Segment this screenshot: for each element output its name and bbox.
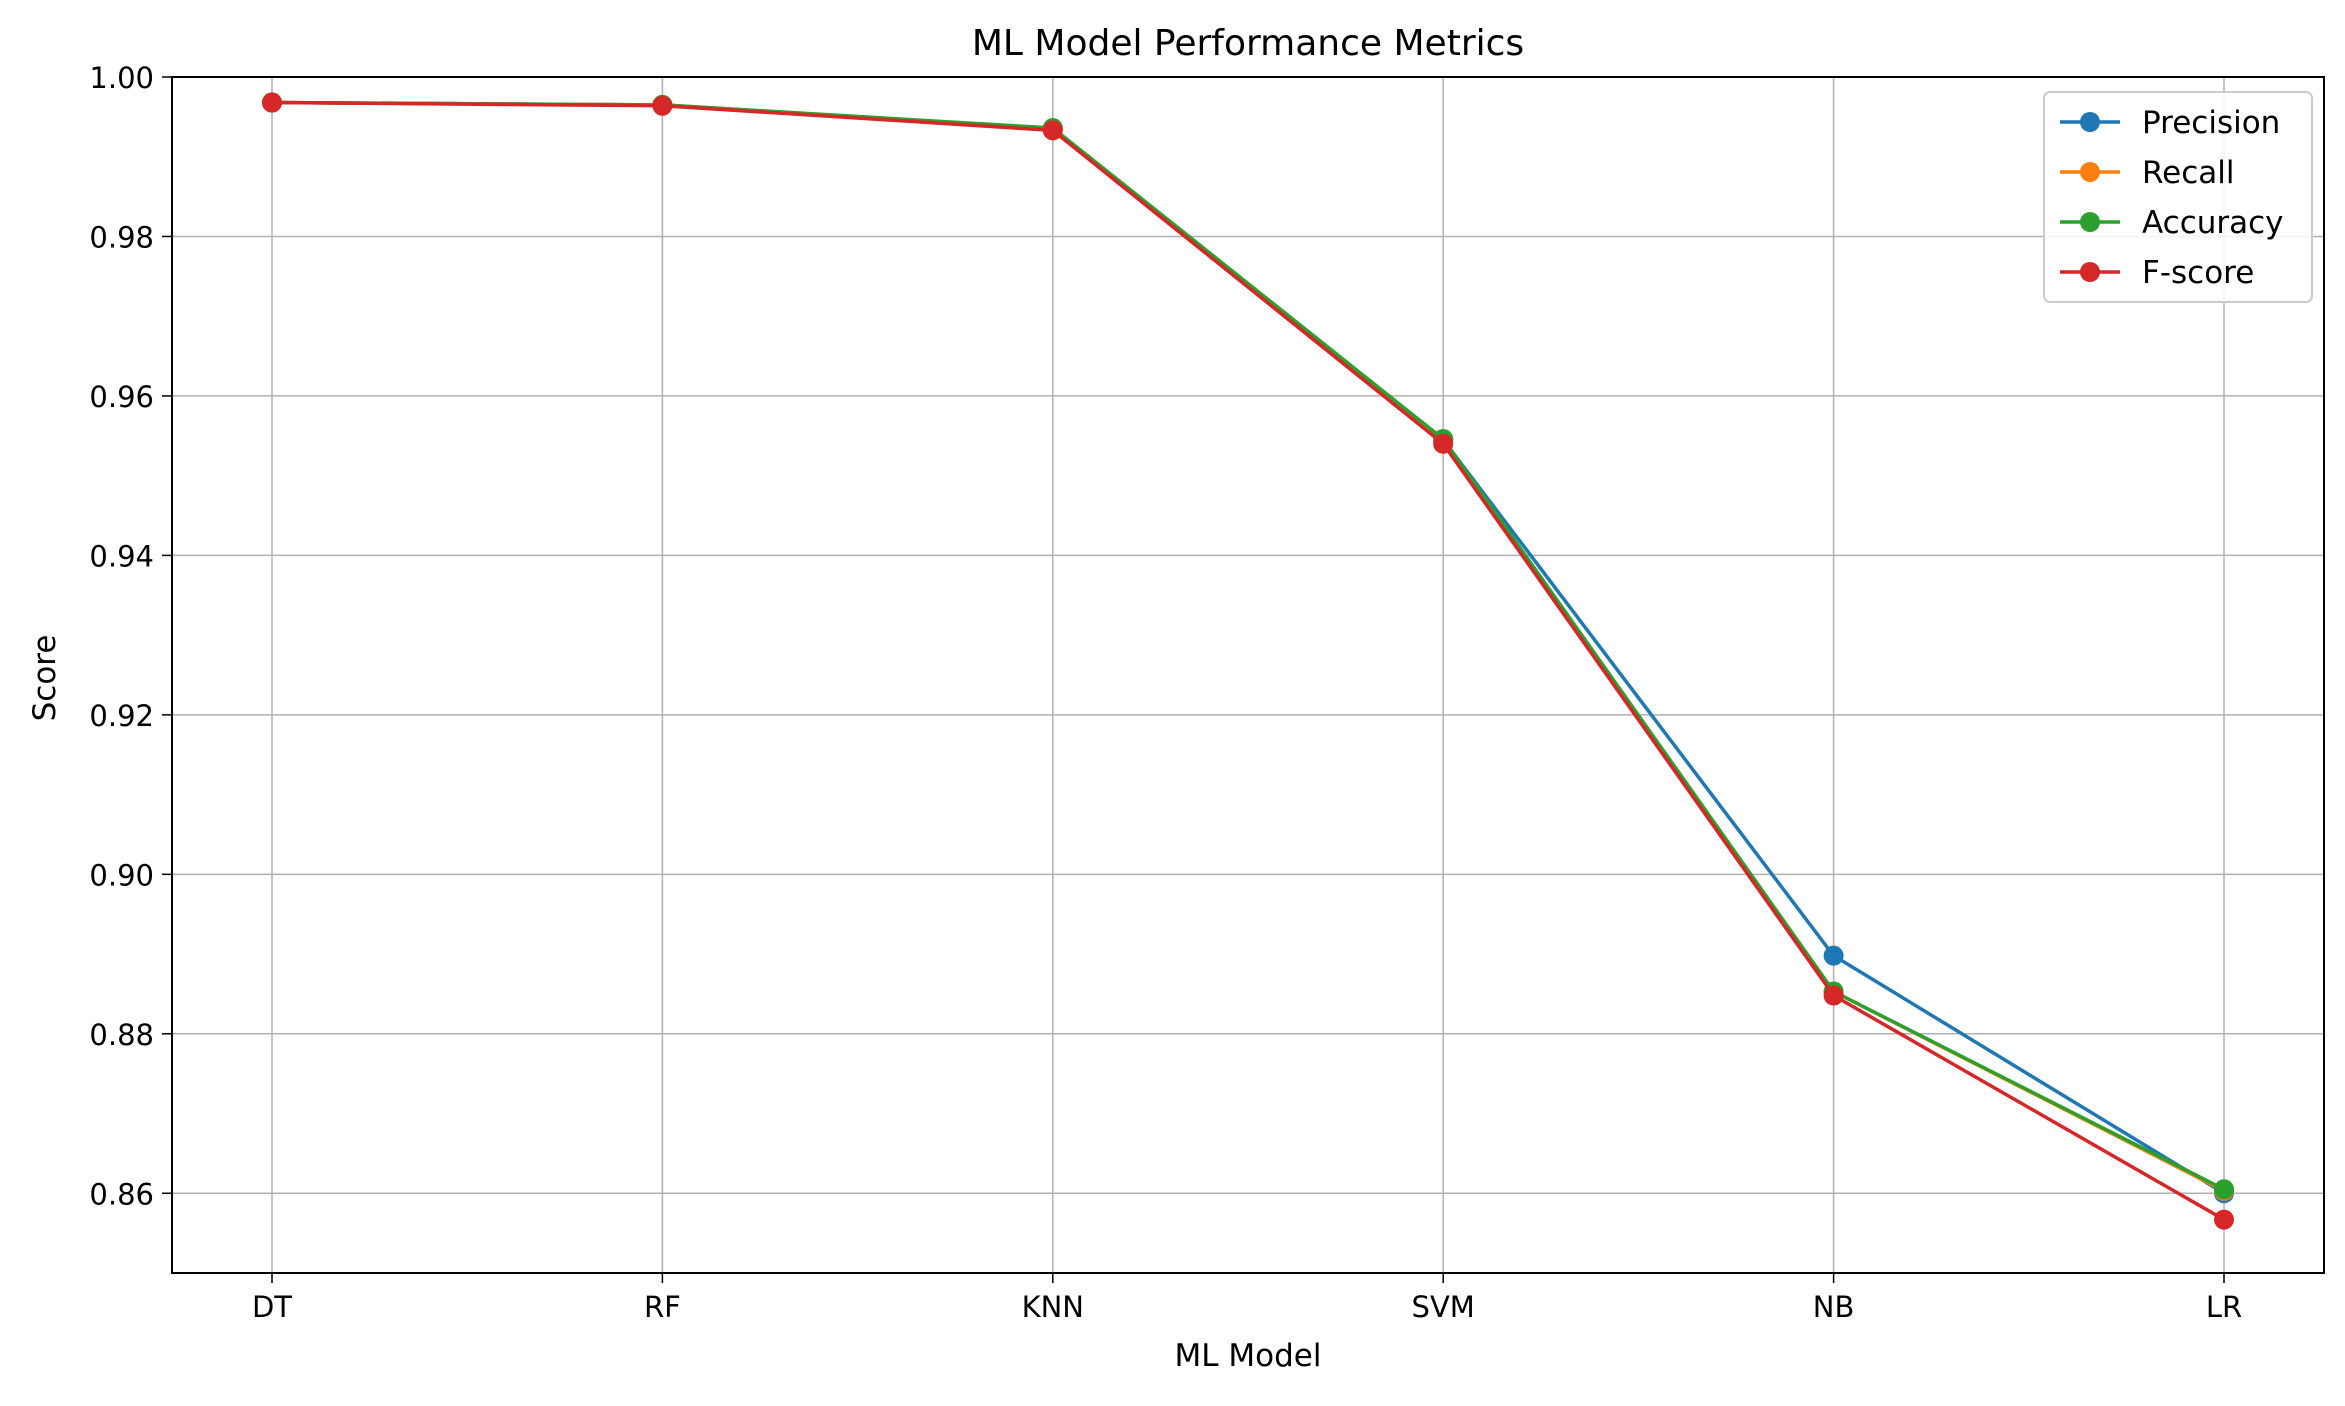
plot-frame [171, 76, 2325, 1274]
series-recall [262, 92, 2234, 1201]
legend-marker [2080, 112, 2100, 132]
data-point [2214, 1179, 2234, 1200]
legend-label: Precision [2142, 105, 2280, 141]
series-line [270, 100, 2226, 1193]
x-axis-label: ML Model [1175, 1338, 1322, 1374]
x-tick-label: SVM [1412, 1290, 1475, 1324]
series-line [270, 100, 2226, 1192]
y-tick-label: 0.88 [89, 1018, 154, 1052]
y-tick-label: 0.96 [89, 380, 154, 414]
legend-item: Precision [2060, 105, 2280, 141]
x-tick-label: LR [2206, 1290, 2242, 1324]
data-point [652, 95, 673, 116]
series-layer [262, 92, 2234, 1230]
legend-label: Recall [2142, 155, 2235, 191]
data-point [1823, 945, 1844, 966]
x-tick-label: KNN [1022, 1290, 1084, 1324]
y-tick-label: 0.98 [89, 220, 154, 254]
y-axis-label: Score [27, 635, 63, 722]
y-tick-label: 0.94 [89, 539, 154, 573]
x-tick-label: RF [644, 1290, 681, 1324]
data-point [1823, 985, 1844, 1006]
legend-item: F-score [2060, 255, 2254, 291]
legend: Precision Recall Accuracy F-score [2043, 91, 2313, 303]
series-line [270, 100, 2226, 1222]
legend-item: Recall [2060, 155, 2235, 191]
legend-marker [2080, 212, 2100, 232]
series-line [270, 100, 2226, 1196]
grid-layer [172, 76, 2324, 1273]
series-f-score [262, 92, 2234, 1230]
data-point [1042, 120, 1063, 141]
legend-label: F-score [2142, 255, 2254, 291]
data-point [262, 92, 282, 113]
legend-marker [2080, 262, 2100, 282]
y-tick-label: 0.86 [89, 1177, 154, 1211]
series-precision [262, 92, 2234, 1204]
y-tick-label: 1.00 [89, 61, 154, 95]
legend-marker [2080, 162, 2100, 182]
legend-item: Accuracy [2060, 205, 2284, 241]
chart-title: ML Model Performance Metrics [972, 23, 1524, 64]
x-tick-label: DT [252, 1290, 292, 1324]
legend-label: Accuracy [2142, 205, 2284, 241]
axes-layer: 0.86 0.88 0.90 0.92 0.94 0.96 0.98 1.00 DT RF KNN S… [89, 61, 2325, 1324]
y-tick-label: 0.90 [89, 858, 154, 892]
legend-box [2043, 91, 2313, 303]
data-point [2214, 1209, 2234, 1230]
y-tick-label: 0.92 [89, 699, 154, 733]
x-tick-label: NB [1813, 1290, 1855, 1324]
data-point [1433, 433, 1454, 454]
